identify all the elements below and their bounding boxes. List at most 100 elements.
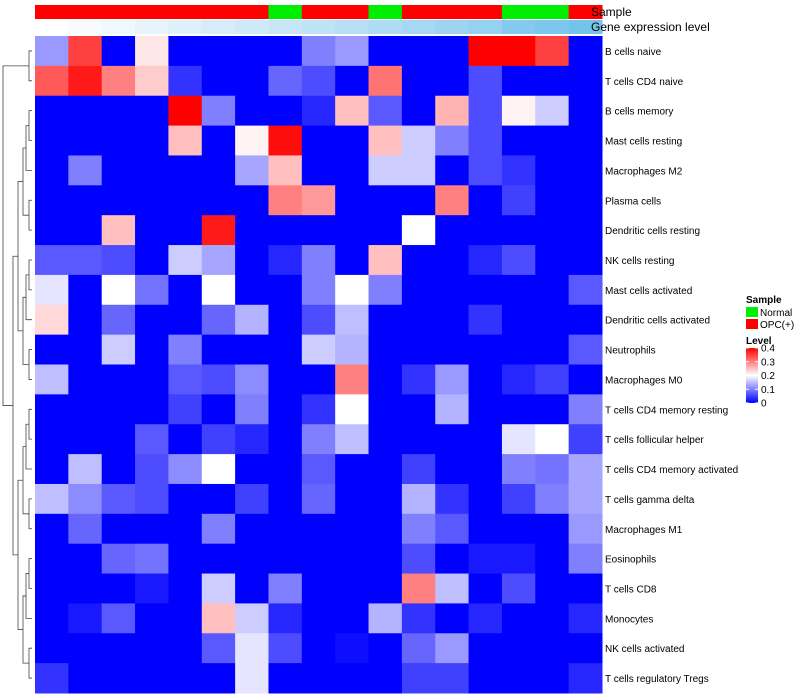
heatmap-cell	[301, 65, 336, 97]
heatmap-cell	[101, 215, 136, 246]
legend-level-title: Level	[746, 336, 772, 347]
heatmap-cell	[35, 245, 69, 276]
heatmap-cell	[201, 663, 236, 694]
heatmap-cell	[135, 603, 169, 634]
heatmap-cell	[501, 334, 536, 365]
expression-annotation-cell	[35, 20, 69, 34]
heatmap-cell	[301, 424, 336, 455]
heatmap-cell	[35, 125, 69, 156]
heatmap-cell	[201, 215, 236, 246]
heatmap-cell	[68, 155, 103, 186]
heatmap-cell	[268, 573, 303, 604]
heatmap-cell	[401, 633, 436, 664]
heatmap-cell	[568, 334, 603, 365]
heatmap-cell	[401, 36, 436, 67]
heatmap-cell	[268, 513, 303, 545]
heatmap-cell	[235, 543, 269, 575]
heatmap-cell	[501, 573, 536, 604]
heatmap-cell	[368, 513, 403, 545]
heatmap-cell	[268, 633, 303, 664]
heatmap-cell	[301, 274, 336, 306]
heatmap-cell	[401, 155, 436, 186]
heatmap-cell	[135, 274, 169, 306]
heatmap-cell	[68, 274, 103, 306]
heatmap-cell	[501, 185, 536, 216]
heatmap-cell	[35, 633, 69, 664]
heatmap-cell	[301, 245, 336, 276]
heatmap-cell	[535, 155, 570, 186]
heatmap-cell	[135, 334, 169, 365]
heatmap-cell	[68, 334, 103, 365]
heatmap-cell	[168, 364, 203, 395]
heatmap-cell	[468, 215, 503, 246]
heatmap-cell	[168, 304, 203, 336]
row-label: T cells gamma delta	[605, 495, 695, 506]
heatmap-cell	[35, 454, 69, 485]
heatmap-cell	[401, 334, 436, 365]
heatmap-cell	[301, 304, 336, 336]
heatmap-cell	[101, 663, 136, 694]
heatmap-cell	[368, 215, 403, 246]
heatmap-cell	[535, 573, 570, 604]
heatmap-cell	[468, 483, 503, 515]
heatmap-cell	[135, 95, 169, 127]
heatmap-cell	[501, 424, 536, 455]
heatmap-cell	[101, 245, 136, 276]
heatmap-cell	[268, 215, 303, 246]
heatmap-cell	[535, 364, 570, 395]
heatmap-cell	[468, 603, 503, 634]
heatmap-cell	[468, 304, 503, 336]
sample-annotation-cell	[368, 5, 403, 19]
heatmap-cell	[535, 543, 570, 575]
heatmap-cell	[68, 483, 103, 515]
heatmap-cell	[535, 513, 570, 545]
row-dendrogram	[2, 50, 32, 679]
heatmap-cell	[268, 543, 303, 575]
heatmap-cell	[135, 185, 169, 216]
heatmap-cell	[435, 245, 470, 276]
row-label: Macrophages M1	[605, 525, 683, 536]
heatmap-cell	[235, 394, 269, 425]
heatmap-cell	[435, 95, 470, 127]
heatmap-cell	[435, 304, 470, 336]
legend-level-tick-label: 0.2	[761, 371, 775, 382]
heatmap-cell	[201, 155, 236, 186]
heatmap-cell	[101, 633, 136, 664]
heatmap-cell	[368, 304, 403, 336]
heatmap-cell	[135, 36, 169, 67]
expression-annotation-cell	[468, 20, 503, 34]
heatmap-cell	[201, 483, 236, 515]
heatmap-cell	[168, 633, 203, 664]
heatmap-cell	[68, 424, 103, 455]
heatmap-cell	[201, 424, 236, 455]
legend-level-ticks: 0.4 0.3 0.2 0.1 0	[746, 344, 775, 410]
heatmap-cell	[301, 573, 336, 604]
row-label: Dendritic cells resting	[605, 226, 700, 237]
heatmap-cell	[101, 334, 136, 365]
heatmap-cell	[235, 424, 269, 455]
legend-level-tick-label: 0	[761, 399, 767, 410]
heatmap-cell	[435, 633, 470, 664]
heatmap-cell	[368, 364, 403, 395]
heatmap-cell	[301, 155, 336, 186]
legend-level-tick-label: 0.3	[761, 357, 775, 368]
heatmap-cell	[401, 454, 436, 485]
heatmap-cell	[268, 483, 303, 515]
heatmap-cell	[68, 573, 103, 604]
heatmap-cell	[501, 65, 536, 97]
heatmap-cell	[168, 95, 203, 127]
heatmap-cell	[201, 36, 236, 67]
heatmap-cell	[135, 543, 169, 575]
heatmap-cell	[435, 543, 470, 575]
heatmap-cell	[368, 483, 403, 515]
heatmap-cell	[201, 185, 236, 216]
heatmap-cell	[68, 215, 103, 246]
heatmap-cell	[435, 513, 470, 545]
heatmap-cell	[535, 454, 570, 485]
heatmap-cell	[201, 304, 236, 336]
heatmap-cell	[468, 633, 503, 664]
heatmap-cell	[101, 304, 136, 336]
legend-level-tick-label: 0.4	[761, 344, 775, 355]
heatmap-cell	[568, 543, 603, 575]
heatmap-cell	[35, 543, 69, 575]
